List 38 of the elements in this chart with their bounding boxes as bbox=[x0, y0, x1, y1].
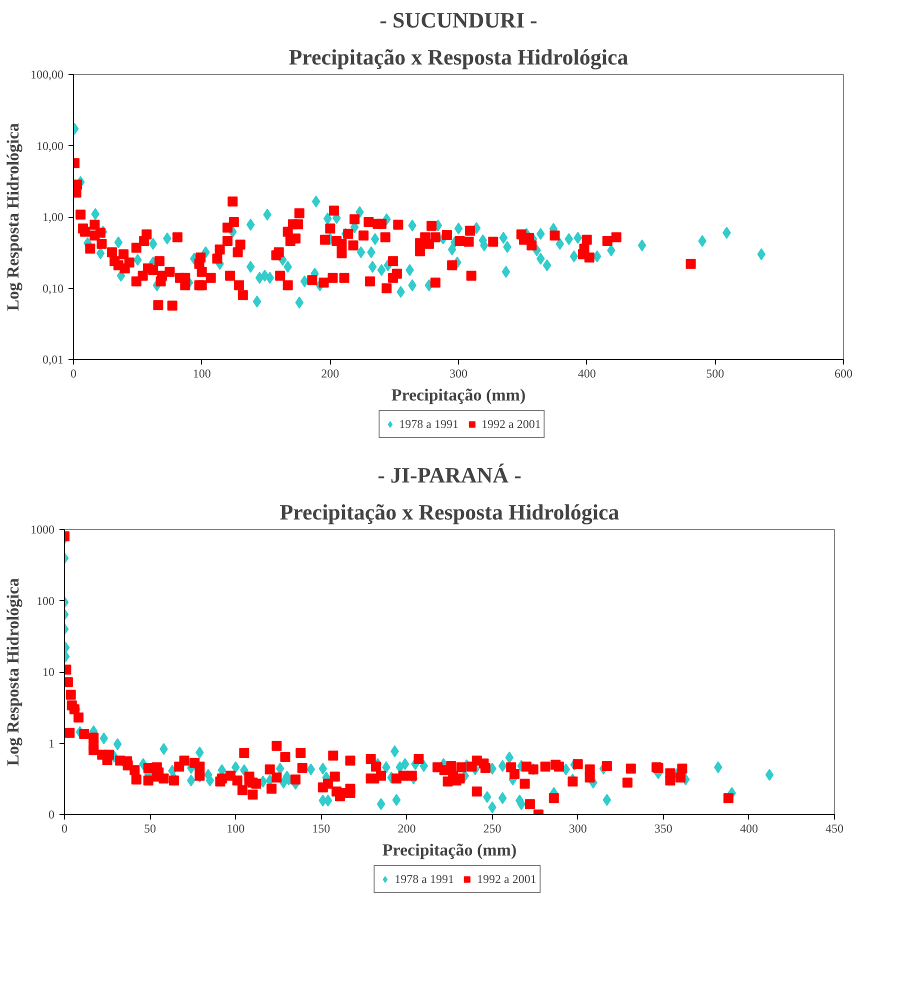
legend-label: 1992 a 2001 bbox=[477, 872, 536, 886]
legend-label: 1978 a 1991 bbox=[399, 416, 458, 432]
x-tick-label: 100 bbox=[226, 822, 245, 836]
legend-label: 1992 a 2001 bbox=[482, 416, 541, 432]
y-tick-label: 1000 bbox=[30, 522, 54, 536]
x-tick-label: 150 bbox=[312, 822, 330, 836]
x-tick-label: 300 bbox=[450, 366, 468, 380]
y-axis-title: Log Resposta Hidrológica bbox=[4, 122, 22, 311]
chart-title: - JI-PARANÁ - bbox=[378, 462, 522, 488]
x-tick-label: 400 bbox=[578, 366, 596, 380]
x-tick-label: 100 bbox=[192, 366, 211, 380]
x-axis-title: Precipitação (mm) bbox=[391, 386, 526, 404]
y-tick-label: 0,01 bbox=[42, 352, 64, 366]
x-tick-label: 350 bbox=[654, 822, 672, 836]
y-tick-label: 10 bbox=[42, 665, 54, 679]
x-tick-label: 200 bbox=[321, 366, 340, 380]
y-tick-label: 0 bbox=[48, 808, 54, 822]
y-tick-label: 0,10 bbox=[42, 281, 64, 296]
y-tick-label: 1,00 bbox=[42, 210, 64, 224]
x-tick-label: 250 bbox=[483, 822, 502, 836]
chart-subtitle: Precipitação x Resposta Hidrológica bbox=[280, 500, 620, 524]
chart-subtitle: Precipitação x Resposta Hidrológica bbox=[288, 44, 628, 70]
y-tick-label: 100,00 bbox=[30, 68, 64, 82]
x-tick-label: 600 bbox=[834, 366, 852, 380]
x-tick-label: 450 bbox=[826, 822, 844, 836]
y-axis-title: Log Resposta Hidrológica bbox=[4, 578, 22, 766]
x-tick-label: 50 bbox=[144, 822, 156, 836]
x-axis-title: Precipitação (mm) bbox=[382, 840, 517, 860]
x-tick-label: 300 bbox=[568, 822, 587, 836]
y-tick-label: 1 bbox=[48, 736, 54, 750]
x-tick-label: 200 bbox=[398, 822, 416, 836]
x-tick-label: 0 bbox=[70, 366, 76, 380]
y-tick-label: 10,00 bbox=[36, 138, 64, 153]
chart-title: - SUCUNDURI - bbox=[380, 8, 538, 32]
legend-label: 1978 a 1991 bbox=[394, 872, 454, 886]
x-tick-label: 500 bbox=[706, 366, 724, 380]
x-tick-label: 400 bbox=[740, 822, 758, 836]
y-tick-label: 100 bbox=[36, 594, 54, 608]
